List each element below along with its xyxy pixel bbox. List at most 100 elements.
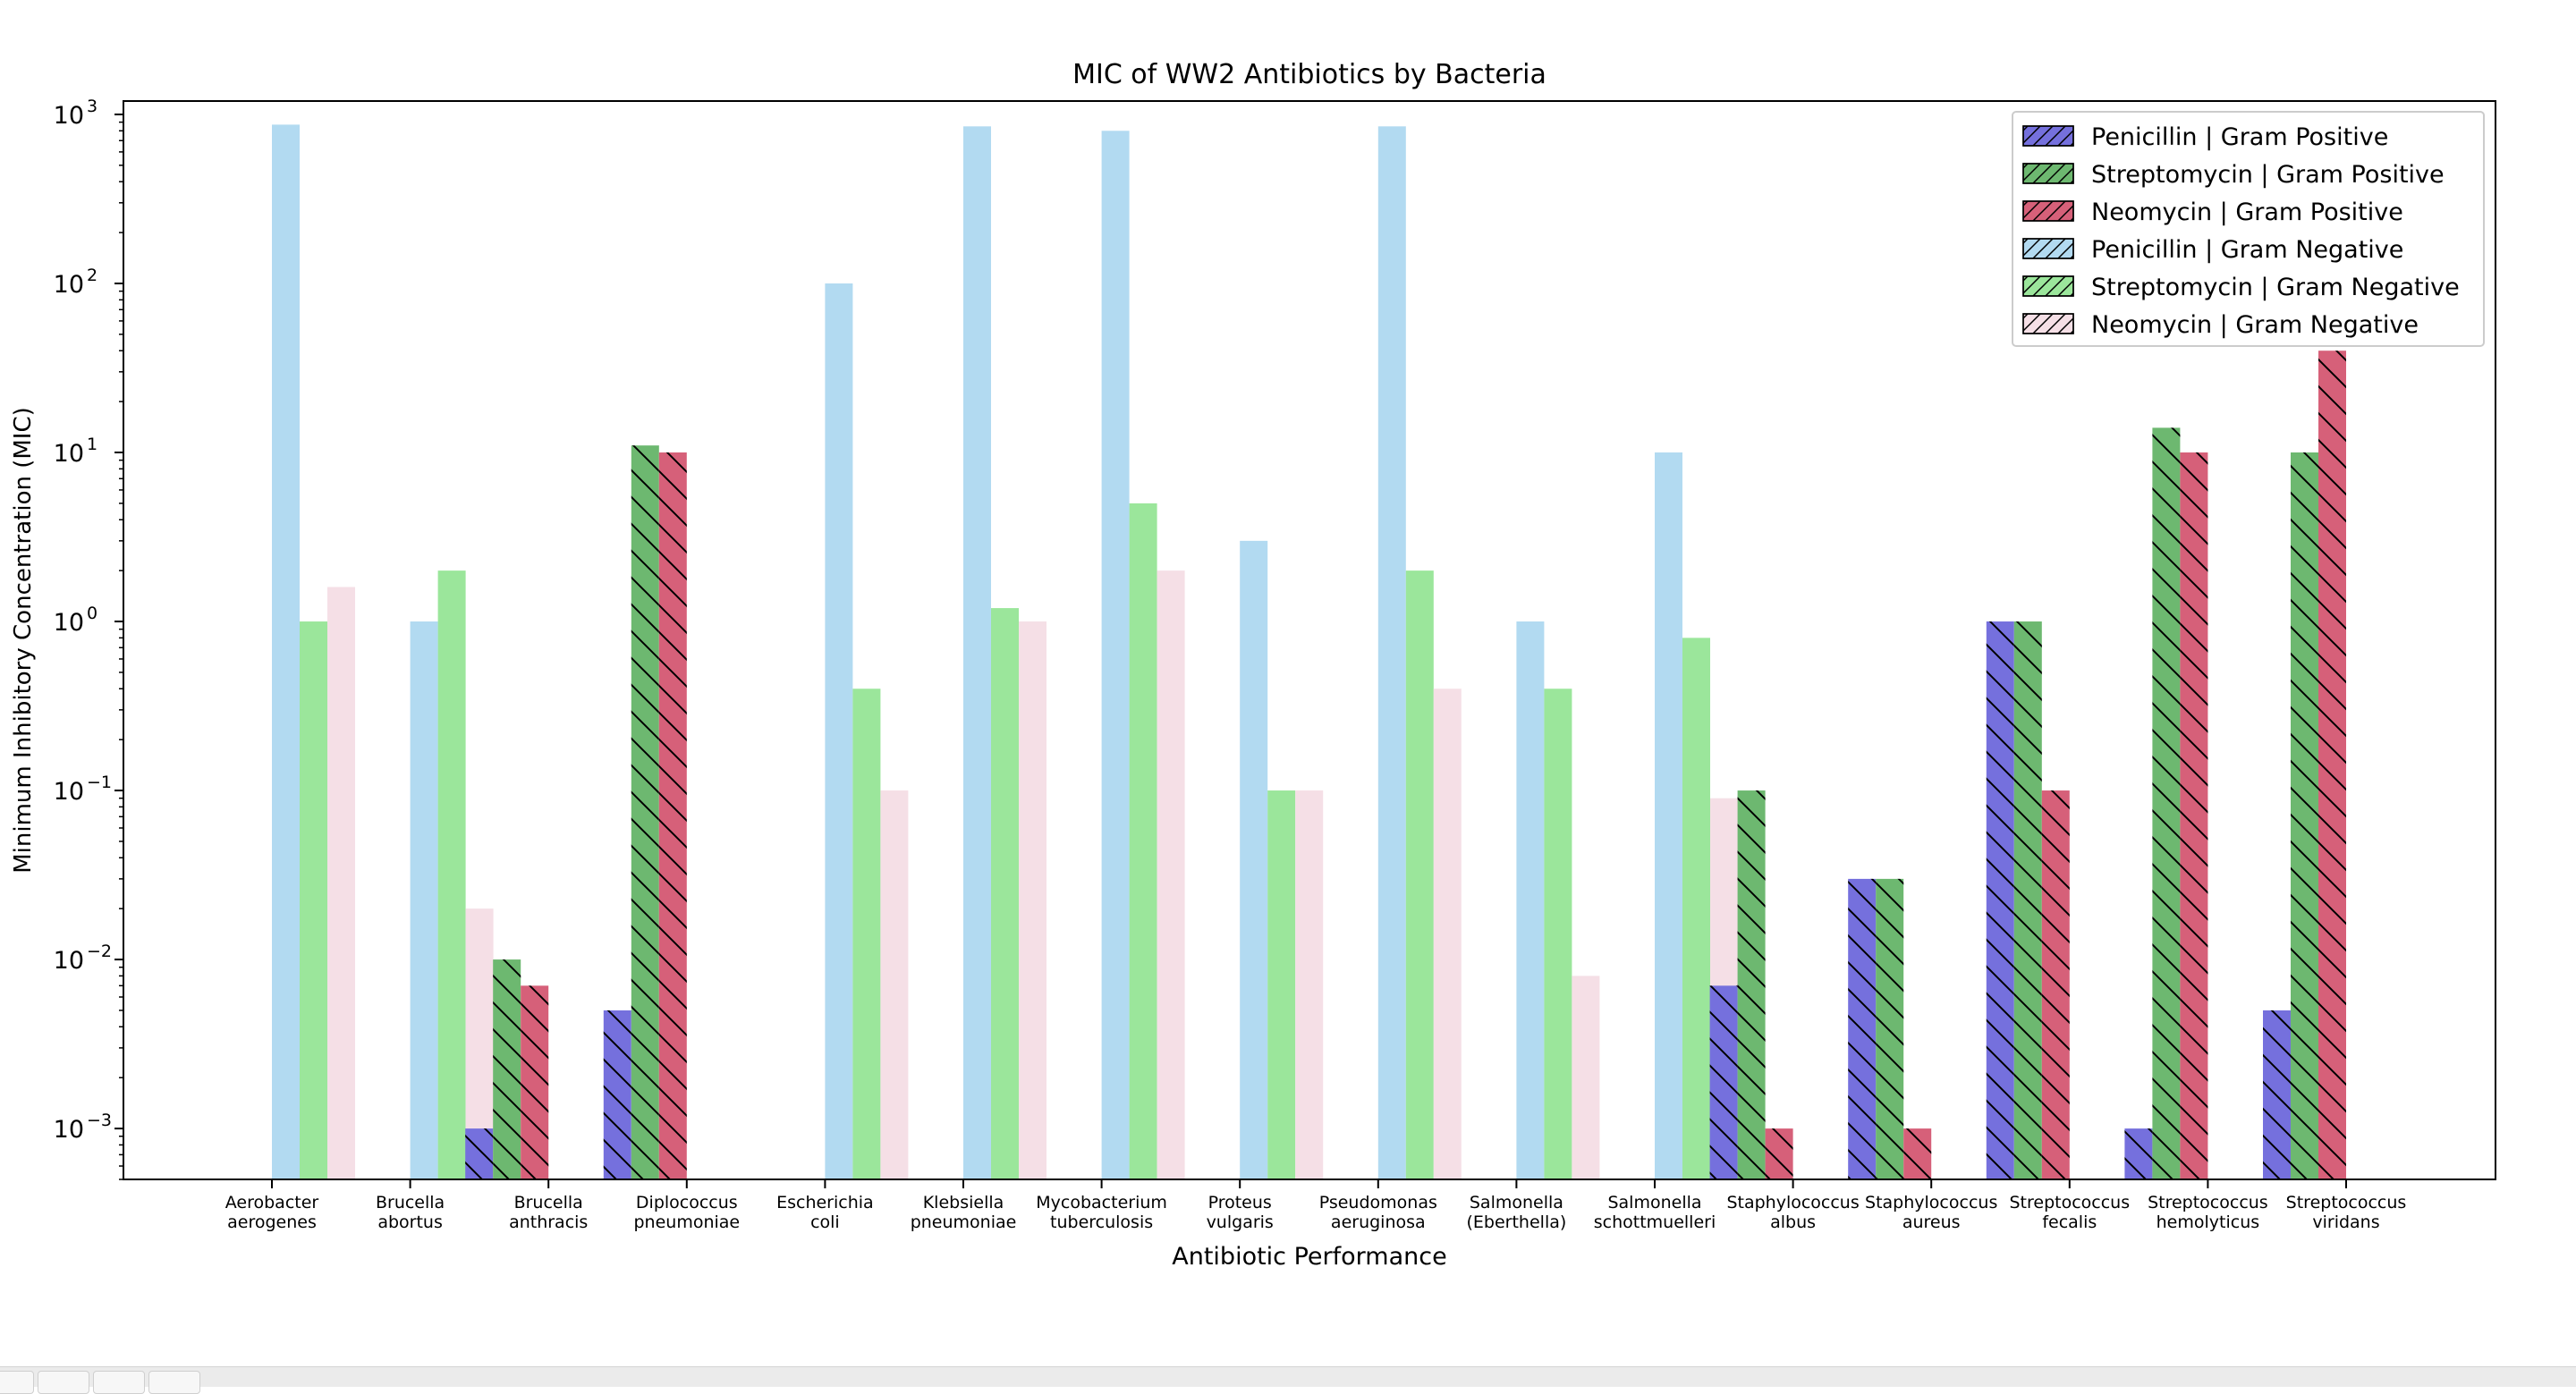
bar	[327, 587, 355, 1179]
chart-title: MIC of WW2 Antibiotics by Bacteria	[1072, 59, 1546, 90]
bar	[1019, 621, 1046, 1179]
legend-box	[2012, 111, 2485, 347]
x-tick-label: Aerobacter	[225, 1193, 319, 1212]
bar	[1101, 131, 1130, 1179]
bar	[852, 689, 881, 1179]
x-tick-label: Diplococcus	[636, 1193, 738, 1212]
x-tick-label: vulgaris	[1207, 1212, 1274, 1232]
x-tick-label: pneumoniae	[633, 1212, 740, 1232]
x-tick-label: Streptococcus	[2148, 1193, 2268, 1212]
bar	[825, 283, 853, 1179]
x-tick-label: Escherichia	[776, 1193, 874, 1212]
bar-hatch	[2013, 621, 2042, 1179]
x-tick-label: aureus	[1902, 1212, 1961, 1232]
toolbar-button[interactable]	[148, 1371, 200, 1394]
bars-group	[272, 124, 2346, 1180]
bar	[410, 621, 438, 1179]
y-tick-exponent: 1	[87, 435, 97, 454]
bar-hatch	[1848, 878, 1877, 1179]
bar	[437, 570, 466, 1179]
x-tick-label: viridans	[2312, 1212, 2379, 1232]
x-tick-label: Streptococcus	[2009, 1193, 2130, 1212]
y-tick-exponent: −2	[87, 942, 112, 961]
bar-hatch	[521, 985, 549, 1179]
y-tick-label: 10	[54, 609, 84, 637]
bar	[300, 621, 327, 1179]
x-tick-label: Proteus	[1208, 1193, 1272, 1212]
x-tick-label: Brucella	[376, 1193, 445, 1212]
x-tick-label: Salmonella	[1607, 1193, 1701, 1212]
y-tick-exponent: 0	[87, 604, 97, 623]
bar	[1682, 638, 1710, 1179]
x-tick-label: hemolyticus	[2157, 1212, 2260, 1232]
bar	[1377, 126, 1406, 1180]
x-tick-label: tuberculosis	[1050, 1212, 1153, 1232]
x-axis: AerobacteraerogenesBrucellaabortusBrucel…	[225, 1179, 2407, 1232]
x-tick-label: abortus	[377, 1212, 443, 1232]
x-tick-label: (Eberthella)	[1467, 1212, 1567, 1232]
x-tick-label: schottmuelleri	[1594, 1212, 1716, 1232]
legend-label: Penicillin | Gram Negative	[2091, 236, 2403, 264]
y-tick-exponent: −3	[87, 1111, 112, 1130]
bar	[1433, 689, 1462, 1179]
bar	[1655, 452, 1682, 1180]
bar	[1405, 570, 1434, 1179]
bar-hatch	[493, 959, 521, 1179]
x-tick-label: Staphylococcus	[1726, 1193, 1859, 1212]
x-tick-label: Staphylococcus	[1865, 1193, 1997, 1212]
x-tick-label: Streptococcus	[2286, 1193, 2407, 1212]
bar-hatch	[2291, 452, 2318, 1180]
window-toolbar	[0, 1366, 2576, 1394]
y-tick-exponent: 3	[87, 97, 97, 116]
bar	[1544, 689, 1572, 1179]
x-tick-label: albus	[1770, 1212, 1816, 1232]
x-tick-label: Mycobacterium	[1036, 1193, 1167, 1212]
legend-label: Neomycin | Gram Negative	[2091, 311, 2419, 339]
bar	[991, 608, 1019, 1179]
bar-hatch	[2124, 1128, 2153, 1179]
legend-label: Streptomycin | Gram Negative	[2091, 274, 2460, 301]
y-tick-label: 10	[54, 1116, 84, 1144]
toolbar-button[interactable]	[0, 1371, 34, 1394]
bar-hatch	[465, 1128, 494, 1179]
legend-swatch-hatch	[2022, 313, 2074, 334]
bar-hatch	[1765, 1128, 1793, 1179]
bar-hatch	[1737, 790, 1766, 1179]
y-tick-label: 10	[54, 947, 84, 975]
toolbar-button[interactable]	[38, 1371, 89, 1394]
bar-hatch	[2318, 351, 2346, 1179]
legend-label: Neomycin | Gram Positive	[2091, 199, 2403, 226]
x-tick-label: fecalis	[2042, 1212, 2097, 1232]
bar	[1157, 570, 1185, 1179]
bar	[963, 126, 991, 1180]
bar-hatch	[603, 1010, 631, 1179]
legend-swatch-hatch	[2022, 238, 2074, 259]
bar	[1516, 621, 1545, 1179]
bar	[880, 790, 909, 1179]
bar-hatch	[1709, 985, 1738, 1179]
legend-label: Streptomycin | Gram Positive	[2091, 161, 2445, 189]
bar	[272, 124, 300, 1180]
y-tick-exponent: 2	[87, 266, 97, 285]
y-tick-exponent: −1	[87, 773, 112, 792]
legend: Penicillin | Gram Positive Streptomycin |…	[2012, 111, 2485, 347]
bar-hatch	[1876, 878, 1904, 1179]
y-axis-label: Minimum Inhibitory Concentration (MIC)	[10, 407, 37, 874]
x-tick-label: pneumoniae	[911, 1212, 1017, 1232]
x-tick-label: anthracis	[509, 1212, 588, 1232]
bar-hatch	[2263, 1010, 2291, 1179]
toolbar-button[interactable]	[93, 1371, 145, 1394]
bar-hatch	[1903, 1128, 1932, 1179]
legend-swatch-hatch	[2022, 163, 2074, 184]
x-tick-label: coli	[810, 1212, 840, 1232]
legend-swatch-hatch	[2022, 275, 2074, 297]
x-tick-label: aerogenes	[227, 1212, 317, 1232]
legend-label: Penicillin | Gram Positive	[2091, 123, 2388, 151]
bar-hatch	[2180, 452, 2208, 1180]
bar-hatch	[631, 445, 659, 1179]
bar-hatch	[658, 452, 687, 1180]
y-tick-label: 10	[54, 440, 84, 468]
bar	[1129, 503, 1157, 1179]
